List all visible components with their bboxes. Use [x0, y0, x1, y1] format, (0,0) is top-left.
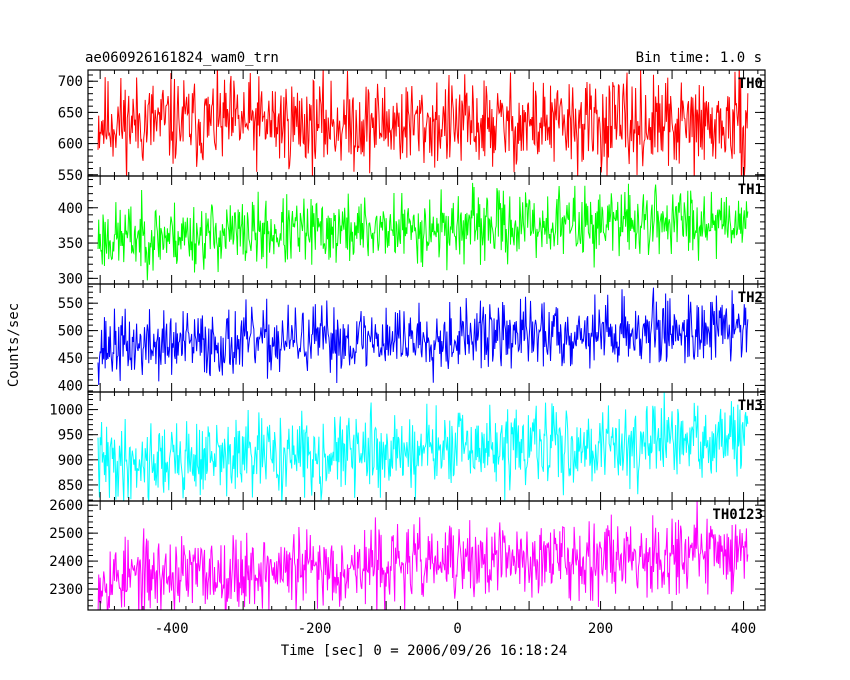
- y-tick-label: 400: [58, 201, 83, 217]
- series-th1: [97, 182, 749, 281]
- panel-label: TH3: [738, 398, 763, 414]
- panel-label: TH0: [738, 76, 763, 92]
- panel-th2: 400 450 500 550 TH2: [58, 283, 766, 394]
- y-tick-label: 650: [58, 105, 83, 121]
- panel-label: TH0123: [712, 507, 763, 523]
- y-tick-label: 700: [58, 74, 83, 90]
- panel-th0: 550 600 650 700 TH0: [58, 69, 766, 184]
- y-tick-label: 900: [58, 453, 83, 469]
- figure-title: ae060926161824_wam0_trn: [85, 50, 279, 66]
- y-tick-label: 550: [58, 168, 83, 184]
- series-th0123: [97, 501, 749, 610]
- y-tick-label: 950: [58, 428, 83, 444]
- panel-label: TH2: [738, 290, 763, 306]
- x-tick-label: 200: [588, 621, 613, 637]
- y-tick-label: 1000: [49, 403, 83, 419]
- series-th0: [97, 70, 749, 176]
- panel-th3: 850 900 950 1000 TH3: [49, 391, 766, 502]
- panels-group: 550 600 650 700 TH0 300 350 400 TH1 400 450 500 550 T…: [49, 69, 766, 611]
- panel-th1: 300 350 400 TH1: [58, 175, 766, 287]
- y-tick-label: 2300: [49, 582, 83, 598]
- y-tick-label: 850: [58, 478, 83, 494]
- x-tick-label: -200: [298, 621, 332, 637]
- x-axis-label: Time [sec] 0 = 2006/09/26 16:18:24: [281, 643, 568, 659]
- y-axis-label: Counts/sec: [6, 303, 22, 387]
- y-tick-label: 2500: [49, 526, 83, 542]
- y-tick-label: 2600: [49, 498, 83, 514]
- series-th2: [97, 287, 749, 386]
- y-tick-label: 450: [58, 351, 83, 367]
- y-tick-label: 400: [58, 378, 83, 394]
- y-tick-label: 2400: [49, 554, 83, 570]
- y-tick-label: 350: [58, 236, 83, 252]
- x-axis: -400 -200 0 200 400: [155, 621, 756, 637]
- panel-th0123: 2300 2400 2500 2600 TH0123: [49, 498, 766, 611]
- bin-time-label: Bin time: 1.0 s: [636, 50, 762, 66]
- x-tick-label: 400: [731, 621, 756, 637]
- series-th3: [97, 392, 749, 501]
- y-tick-label: 600: [58, 137, 83, 153]
- y-tick-label: 500: [58, 324, 83, 340]
- x-tick-label: 0: [453, 621, 461, 637]
- y-tick-label: 300: [58, 271, 83, 287]
- x-tick-label: -400: [155, 621, 189, 637]
- y-tick-label: 550: [58, 296, 83, 312]
- panel-label: TH1: [738, 182, 763, 198]
